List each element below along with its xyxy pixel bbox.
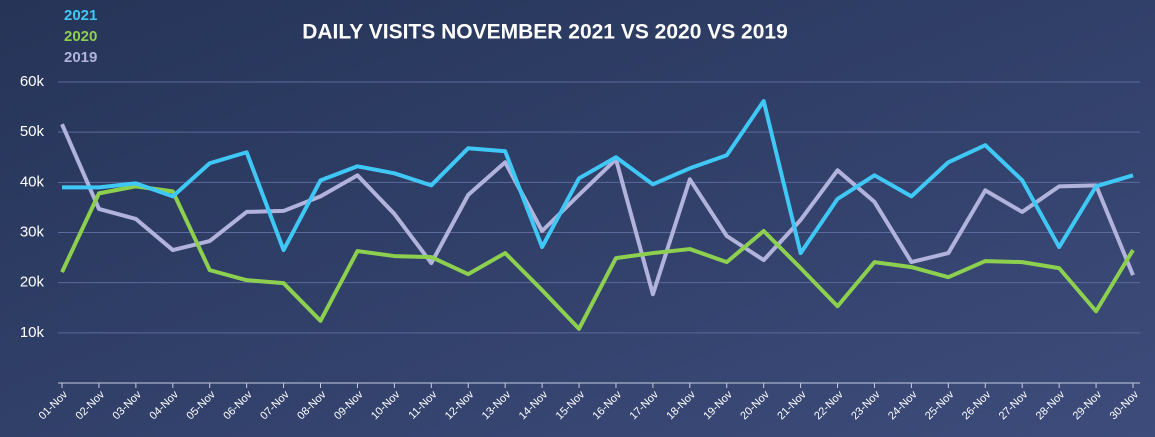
y-tick-label: 60k [20,73,45,90]
legend: 2021 2020 2019 [64,7,97,66]
chart-title: DAILY VISITS NOVEMBER 2021 VS 2020 VS 20… [302,21,788,44]
y-tick-label: 10k [20,324,45,341]
legend-label: 2020 [64,28,97,45]
series-line [60,184,1135,331]
legend-label: 2021 [64,7,97,24]
y-tick-label: 50k [20,123,45,140]
series-line [62,99,1134,256]
y-tick-label: 40k [20,173,45,190]
y-tick-label: 30k [20,223,45,240]
y-tick-label: 20k [20,274,45,291]
legend-label: 2019 [64,49,97,66]
series-line [60,123,1135,297]
